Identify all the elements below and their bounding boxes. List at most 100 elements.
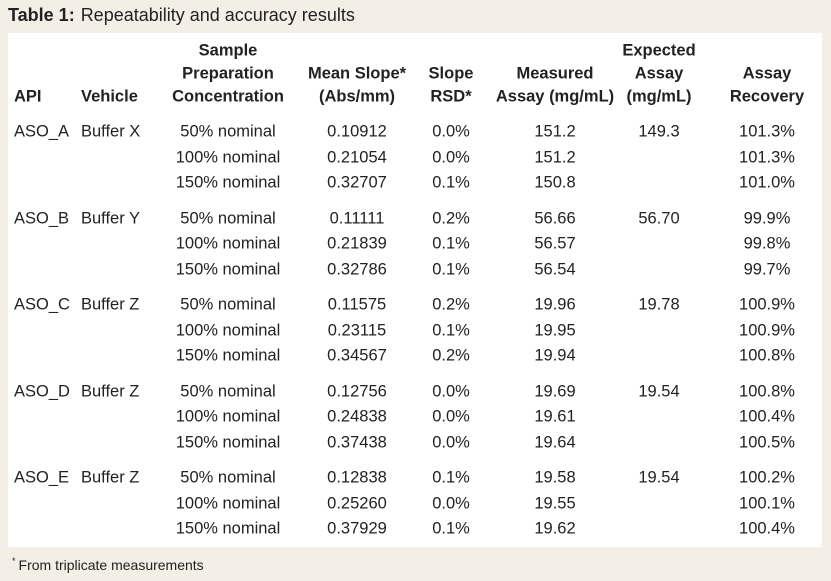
column-header: Vehicle (81, 87, 138, 106)
mean-slope: 0.23115 (327, 321, 387, 339)
vehicle: Buffer Z (81, 382, 140, 400)
title-text: Repeatability and accuracy results (80, 5, 355, 25)
slope-rsd: 0.1% (432, 173, 470, 192)
column-header: Assay (mg/mL) (495, 87, 615, 106)
column-header: (mg/mL) (626, 87, 692, 106)
mean-slope: 0.32707 (327, 173, 387, 192)
concentration: 50% nominal (180, 468, 276, 487)
vehicle: Buffer Z (81, 295, 140, 314)
assay-recovery: 100.8% (739, 346, 795, 365)
concentration: 100% nominal (175, 321, 281, 339)
assay-recovery: 100.1% (739, 494, 795, 512)
expected-assay: 149.3 (638, 122, 680, 141)
mean-slope: 0.25260 (327, 494, 387, 512)
assay-recovery: 100.4% (739, 519, 795, 538)
expected-assay: 19.54 (638, 382, 680, 400)
measured-assay: 19.64 (534, 433, 576, 451)
assay-recovery: 100.2% (739, 468, 795, 487)
concentration: 150% nominal (175, 346, 281, 365)
slope-rsd: 0.2% (432, 346, 470, 365)
api: ASO_C (14, 295, 70, 314)
concentration: 50% nominal (180, 209, 276, 227)
api: ASO_B (14, 209, 70, 227)
assay-recovery: 100.4% (739, 407, 795, 426)
concentration: 150% nominal (175, 260, 281, 278)
measured-assay: 19.61 (534, 407, 576, 426)
slope-rsd: 0.0% (432, 148, 470, 166)
measured-assay: 56.57 (534, 234, 576, 253)
measured-assay: 151.2 (534, 148, 576, 166)
footnote: * From triplicate measurements (12, 556, 204, 573)
measured-assay: 19.95 (534, 321, 576, 339)
slope-rsd: 0.1% (432, 321, 470, 339)
api: ASO_A (14, 122, 70, 141)
mean-slope: 0.37438 (327, 433, 387, 451)
slope-rsd: 0.0% (432, 494, 470, 512)
assay-recovery: 99.8% (743, 234, 791, 253)
measured-assay: 56.66 (534, 209, 576, 227)
column-header: Concentration (172, 87, 284, 106)
column-header: Mean Slope* (307, 64, 407, 83)
assay-recovery: 100.5% (739, 433, 795, 451)
column-header: Recovery (729, 87, 805, 106)
footnote-marker: * (12, 556, 16, 566)
concentration: 150% nominal (175, 173, 281, 192)
slope-rsd: 0.1% (432, 468, 470, 487)
vehicle: Buffer X (81, 122, 141, 141)
concentration: 50% nominal (180, 382, 276, 400)
column-header: (Abs/mm) (318, 87, 396, 106)
column-header: Expected (622, 41, 696, 60)
column-header: Measured (516, 64, 594, 83)
measured-assay: 56.54 (534, 260, 576, 278)
column-header: Sample (198, 41, 258, 60)
concentration: 100% nominal (175, 148, 281, 166)
mean-slope: 0.37929 (327, 519, 387, 538)
slope-rsd: 0.2% (432, 209, 470, 227)
mean-slope: 0.11575 (327, 295, 387, 314)
assay-recovery: 101.3% (739, 122, 795, 141)
assay-recovery: 99.9% (743, 209, 791, 227)
measured-assay: 19.69 (534, 382, 576, 400)
slope-rsd: 0.2% (432, 295, 470, 314)
slope-rsd: 0.0% (432, 382, 470, 400)
column-header: Preparation (182, 64, 274, 83)
measured-assay: 151.2 (534, 122, 576, 141)
concentration: 100% nominal (175, 234, 281, 253)
slope-rsd: 0.1% (432, 260, 470, 278)
measured-assay: 19.94 (534, 346, 576, 365)
footnote-text: From triplicate measurements (18, 557, 204, 573)
measured-assay: 19.96 (534, 295, 576, 314)
vehicle: Buffer Y (81, 209, 141, 227)
measured-assay: 19.55 (534, 494, 576, 512)
api: ASO_E (14, 468, 70, 487)
slope-rsd: 0.1% (432, 234, 470, 253)
concentration: 150% nominal (175, 519, 281, 538)
mean-slope: 0.11111 (329, 209, 385, 227)
mean-slope: 0.10912 (327, 122, 387, 141)
mean-slope: 0.12838 (327, 468, 387, 487)
measured-assay: 150.8 (534, 173, 576, 192)
slope-rsd: 0.0% (432, 122, 470, 141)
column-header: RSD* (430, 87, 472, 106)
mean-slope: 0.34567 (327, 346, 387, 365)
assay-recovery: 101.0% (739, 173, 795, 192)
measured-assay: 19.58 (534, 468, 576, 487)
mean-slope: 0.12756 (327, 382, 387, 400)
mean-slope: 0.32786 (327, 260, 387, 278)
concentration: 100% nominal (175, 494, 281, 512)
mean-slope: 0.21839 (327, 234, 387, 253)
column-header: API (14, 87, 42, 106)
slope-rsd: 0.0% (432, 407, 470, 426)
slope-rsd: 0.1% (432, 519, 470, 538)
assay-recovery: 101.3% (739, 148, 795, 166)
title-label: Table 1: (8, 5, 75, 25)
column-header: Assay (634, 64, 684, 83)
api: ASO_D (14, 382, 70, 400)
assay-recovery: 100.8% (739, 382, 795, 400)
column-header: Slope (428, 64, 474, 83)
assay-recovery: 100.9% (739, 295, 795, 314)
expected-assay: 19.54 (638, 468, 680, 487)
table-title: Table 1: Repeatability and accuracy resul… (8, 5, 355, 26)
concentration: 50% nominal (180, 122, 276, 141)
